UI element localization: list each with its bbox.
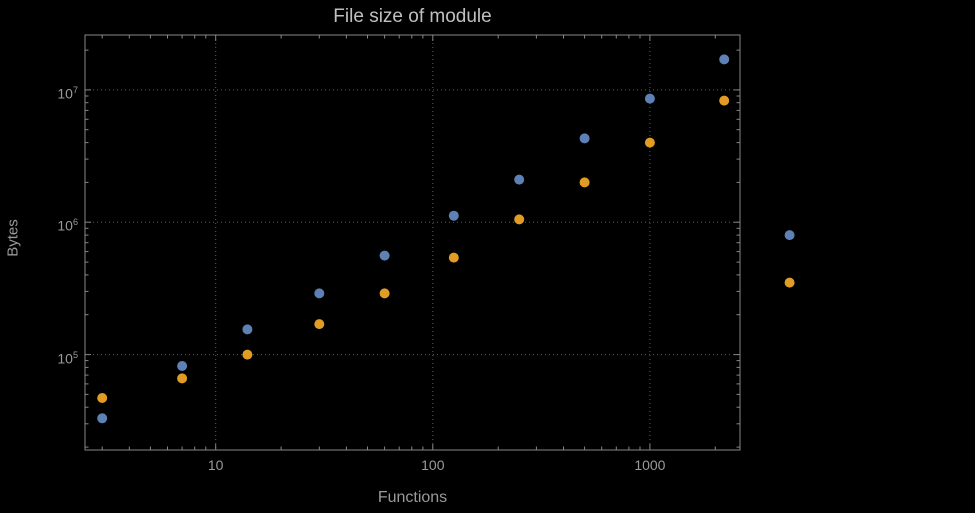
data-point-orange bbox=[644, 137, 655, 148]
data-point-blue bbox=[784, 230, 795, 241]
data-point-blue bbox=[579, 133, 590, 144]
data-point-orange bbox=[379, 288, 390, 299]
data-point-orange bbox=[784, 277, 795, 288]
data-point-blue bbox=[97, 413, 108, 424]
data-point-blue bbox=[177, 361, 188, 371]
x-tick-label: 10 bbox=[207, 457, 224, 473]
y-tick-label: 107 bbox=[57, 84, 78, 102]
data-point-orange bbox=[579, 177, 590, 188]
plot-frame bbox=[84, 34, 741, 451]
x-tick-label: 1000 bbox=[634, 457, 666, 473]
y-tick-label: 105 bbox=[57, 349, 78, 367]
data-point-blue bbox=[448, 210, 459, 221]
data-point-blue bbox=[644, 93, 655, 104]
data-point-orange bbox=[177, 373, 188, 384]
data-point-orange bbox=[314, 319, 325, 330]
chart-title: File size of module bbox=[333, 6, 492, 27]
data-point-blue bbox=[379, 250, 390, 261]
data-point-blue bbox=[242, 324, 253, 335]
data-point-orange bbox=[242, 349, 253, 360]
data-point-orange bbox=[448, 252, 459, 263]
data-point-blue bbox=[719, 54, 730, 65]
data-point-blue bbox=[514, 174, 525, 185]
data-point-orange bbox=[514, 214, 525, 225]
x-axis-label: Functions bbox=[377, 489, 448, 506]
data-point-orange bbox=[97, 393, 108, 403]
data-point-blue bbox=[314, 288, 325, 299]
x-tick-label: 100 bbox=[421, 457, 445, 473]
data-point-orange bbox=[719, 95, 730, 106]
y-tick-label: 106 bbox=[57, 217, 78, 234]
